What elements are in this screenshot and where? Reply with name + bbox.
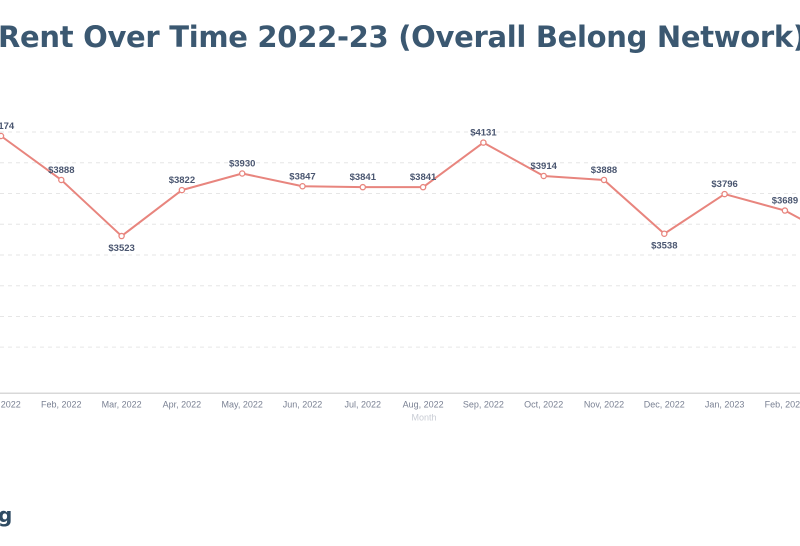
data-label: $3888 (48, 165, 74, 176)
data-point (600, 176, 608, 184)
data-label: $3822 (169, 175, 195, 186)
logo: g (0, 503, 13, 527)
data-point (118, 232, 125, 240)
data-label: $3888 (591, 165, 617, 176)
x-tick-label: Jan, 2023 (705, 399, 745, 409)
x-tick-label: Aug, 2022 (403, 399, 444, 409)
data-point (721, 190, 728, 198)
data-label: $3930 (229, 158, 255, 169)
data-label: $3689 (772, 196, 798, 207)
data-point (540, 172, 547, 180)
data-label: $3538 (651, 241, 677, 252)
data-label: $4174 (0, 121, 15, 132)
data-point (299, 183, 306, 190)
data-point (359, 183, 367, 191)
data-point (178, 186, 186, 194)
x-tick-label: May, 2022 (222, 399, 263, 409)
data-label: $3841 (350, 172, 377, 183)
x-tick-label: Feb, 2023 (765, 399, 800, 409)
chart-title: Rent Over Time 2022-23 (Overall Belong N… (0, 20, 800, 54)
x-axis-label: Month (411, 412, 436, 422)
data-label: $4131 (470, 128, 497, 139)
data-label: $3796 (711, 179, 737, 190)
data-point (419, 183, 427, 191)
data-point (58, 176, 65, 184)
data-point (781, 207, 789, 214)
x-tick-label: Oct, 2022 (524, 399, 563, 409)
x-tick-label: Feb, 2022 (41, 399, 82, 409)
series-line (0, 135, 800, 238)
data-point (661, 230, 668, 237)
x-tick-label: Jun, 2022 (283, 399, 323, 409)
x-tick-label: Dec, 2022 (644, 399, 685, 409)
x-tick-label: Sep, 2022 (463, 399, 504, 409)
x-tick-label: Jan, 2022 (0, 399, 21, 409)
data-label: $3914 (530, 161, 557, 172)
data-point (480, 139, 487, 146)
x-tick-label: Apr, 2022 (163, 399, 202, 409)
data-point (238, 170, 246, 177)
data-label: $3847 (289, 171, 315, 182)
data-label: $3841 (410, 172, 437, 183)
x-tick-label: Nov, 2022 (584, 399, 624, 409)
x-tick-label: Mar, 2022 (102, 399, 142, 409)
x-tick-label: Jul, 2022 (345, 399, 382, 409)
data-point (0, 132, 5, 140)
data-label: $3523 (108, 243, 134, 254)
